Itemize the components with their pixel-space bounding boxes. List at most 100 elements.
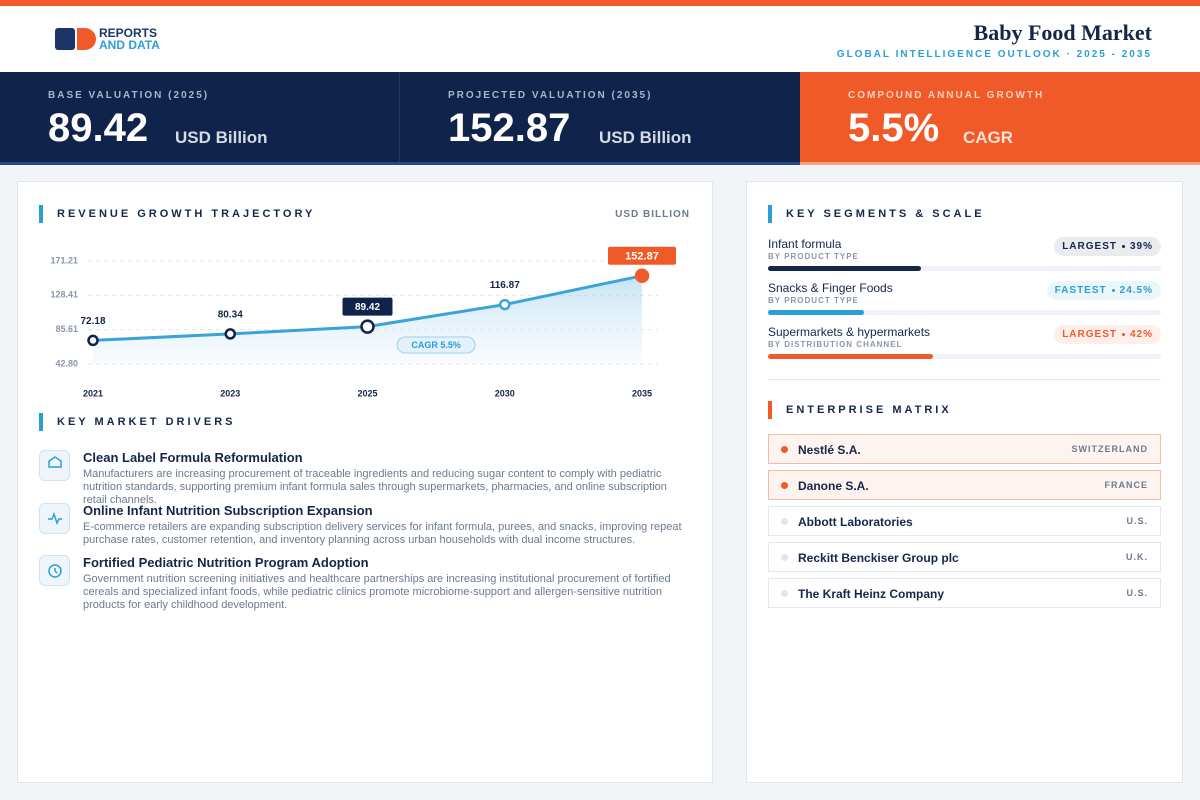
logo-text: AND DATA bbox=[99, 38, 160, 52]
x-tick-label: 2025 bbox=[357, 388, 377, 398]
annotation: CAGR 5.5% bbox=[396, 336, 476, 354]
segment-name: Supermarkets & hypermarkets bbox=[768, 325, 931, 339]
status-dot bbox=[781, 446, 788, 453]
kpi-label: COMPOUND ANNUAL GROWTH bbox=[848, 90, 1045, 101]
enterprise-country: FRANCE bbox=[1104, 480, 1148, 490]
enterprise-row: Abbott Laboratories U.S. bbox=[768, 506, 1161, 536]
segment-category: BY PRODUCT TYPE bbox=[768, 296, 859, 305]
kpi-card: BASE VALUATION (2025) 89.42 USD Billion bbox=[0, 72, 400, 162]
driver-icon bbox=[39, 503, 70, 534]
segment-category: BY DISTRIBUTION CHANNEL bbox=[768, 340, 903, 349]
driver-title: Clean Label Formula Reformulation bbox=[83, 450, 303, 465]
enterprise-country: U.S. bbox=[1126, 588, 1148, 598]
enterprise-row: The Kraft Heinz Company U.S. bbox=[768, 578, 1161, 608]
kpi-value: 5.5% bbox=[848, 106, 940, 150]
enterprise-name: Reckitt Benckiser Group plc bbox=[798, 551, 959, 565]
enterprise-row: Danone S.A. FRANCE bbox=[768, 470, 1161, 500]
point bbox=[360, 319, 375, 334]
section-title: KEY MARKET DRIVERS bbox=[39, 413, 235, 431]
badge-text: LARGEST bbox=[1062, 329, 1117, 340]
status-dot bbox=[781, 554, 788, 561]
segment-badge: LARGEST 39% bbox=[1054, 237, 1161, 256]
driver: Online Infant Nutrition Subscription Exp… bbox=[83, 503, 693, 547]
page-title: Baby Food Market bbox=[973, 20, 1152, 45]
kpi-unit: USD Billion bbox=[599, 128, 692, 147]
enterprise-country: U.K. bbox=[1126, 552, 1148, 562]
segment-badge: FASTEST 24.5% bbox=[1046, 281, 1161, 300]
segment-category: BY PRODUCT TYPE bbox=[768, 252, 859, 261]
kpi-border bbox=[0, 162, 800, 165]
badge-share: 39% bbox=[1129, 241, 1153, 252]
x-tick-label: 2035 bbox=[632, 388, 652, 398]
line-chart: 42.80 85.61 128.41 171.21 CAGR 5.5% 72.18 80.3… bbox=[50, 246, 676, 398]
status-dot bbox=[781, 482, 788, 489]
driver: Clean Label Formula Reformulation Manufac… bbox=[83, 450, 693, 507]
value-label: 116.87 bbox=[490, 280, 520, 291]
kpi-unit: CAGR bbox=[963, 128, 1014, 147]
badge-share: 42% bbox=[1129, 329, 1153, 340]
area bbox=[93, 275, 642, 364]
y-tick-label: 42.80 bbox=[55, 358, 78, 368]
icon bbox=[48, 456, 62, 468]
annotation-pill bbox=[396, 336, 476, 354]
kpi-label: PROJECTED VALUATION (2035) bbox=[448, 90, 653, 101]
enterprise-name: Nestlé S.A. bbox=[798, 443, 861, 457]
point bbox=[499, 298, 511, 311]
badge-text: LARGEST bbox=[1062, 241, 1117, 252]
left-card bbox=[17, 181, 713, 783]
value-label: 80.34 bbox=[218, 310, 243, 321]
divider bbox=[768, 379, 1161, 380]
driver-title: Fortified Pediatric Nutrition Program Ad… bbox=[83, 555, 369, 570]
top-bar bbox=[0, 0, 1200, 6]
kpi-border bbox=[800, 162, 1200, 165]
x-tick-label: 2021 bbox=[83, 388, 103, 398]
driver-icon bbox=[39, 450, 70, 481]
value-label-box bbox=[608, 246, 676, 265]
enterprise-row: Reckitt Benckiser Group plc U.K. bbox=[768, 542, 1161, 572]
segment-name: Snacks & Finger Foods bbox=[768, 281, 893, 295]
page-subtitle: GLOBAL INTELLIGENCE OUTLOOK · 2025 - 203… bbox=[836, 49, 1152, 60]
badge-share: 24.5% bbox=[1119, 285, 1153, 296]
segment-badge: LARGEST 42% bbox=[1054, 325, 1161, 344]
enterprise-country: SWITZERLAND bbox=[1071, 444, 1148, 454]
bar-track bbox=[768, 266, 1161, 271]
value-label: 152.87 bbox=[625, 251, 659, 263]
driver-text: Manufacturers are increasing procurement… bbox=[83, 468, 667, 506]
kpi-label: BASE VALUATION (2025) bbox=[48, 90, 210, 101]
x-tick-label: 2023 bbox=[220, 388, 240, 398]
value-label: 72.18 bbox=[80, 316, 105, 327]
x-tick-label: 2030 bbox=[495, 388, 515, 398]
enterprise-row: Nestlé S.A. SWITZERLAND bbox=[768, 434, 1161, 464]
driver-text: Government nutrition screening initiativ… bbox=[83, 573, 671, 611]
enterprise-name: Danone S.A. bbox=[798, 479, 869, 493]
y-tick-label: 85.61 bbox=[55, 324, 78, 334]
segment-name: Infant formula bbox=[768, 237, 842, 251]
header bbox=[0, 6, 1200, 72]
section-title: REVENUE GROWTH TRAJECTORY bbox=[39, 205, 315, 223]
point bbox=[634, 268, 650, 283]
value-label: 89.42 bbox=[355, 302, 380, 313]
badge-separator bbox=[1121, 333, 1125, 336]
share-bar bbox=[768, 310, 865, 315]
value-label-box bbox=[342, 297, 393, 316]
y-tick-label: 171.21 bbox=[50, 255, 78, 265]
kpi-card: PROJECTED VALUATION (2035) 152.87 USD Bi… bbox=[400, 72, 800, 162]
enterprise-country: U.S. bbox=[1126, 516, 1148, 526]
y-tick-label: 128.41 bbox=[50, 290, 78, 300]
enterprise-name: The Kraft Heinz Company bbox=[798, 587, 945, 601]
unit-label: USD BILLION bbox=[615, 209, 690, 220]
logo-icon bbox=[55, 28, 96, 50]
share-bar bbox=[768, 354, 934, 359]
bar-track bbox=[768, 354, 1161, 359]
point bbox=[87, 334, 99, 347]
kpi-value: 152.87 bbox=[448, 106, 571, 150]
annotation-text: CAGR 5.5% bbox=[411, 340, 461, 350]
status-dot bbox=[781, 590, 788, 597]
logo-text: REPORTS bbox=[99, 26, 158, 40]
bar-track bbox=[768, 310, 1161, 315]
driver: Fortified Pediatric Nutrition Program Ad… bbox=[83, 555, 693, 612]
point bbox=[224, 328, 236, 340]
driver-text: E-commerce retailers are expanding subsc… bbox=[83, 521, 682, 546]
section-title: KEY SEGMENTS & SCALE bbox=[768, 205, 985, 223]
